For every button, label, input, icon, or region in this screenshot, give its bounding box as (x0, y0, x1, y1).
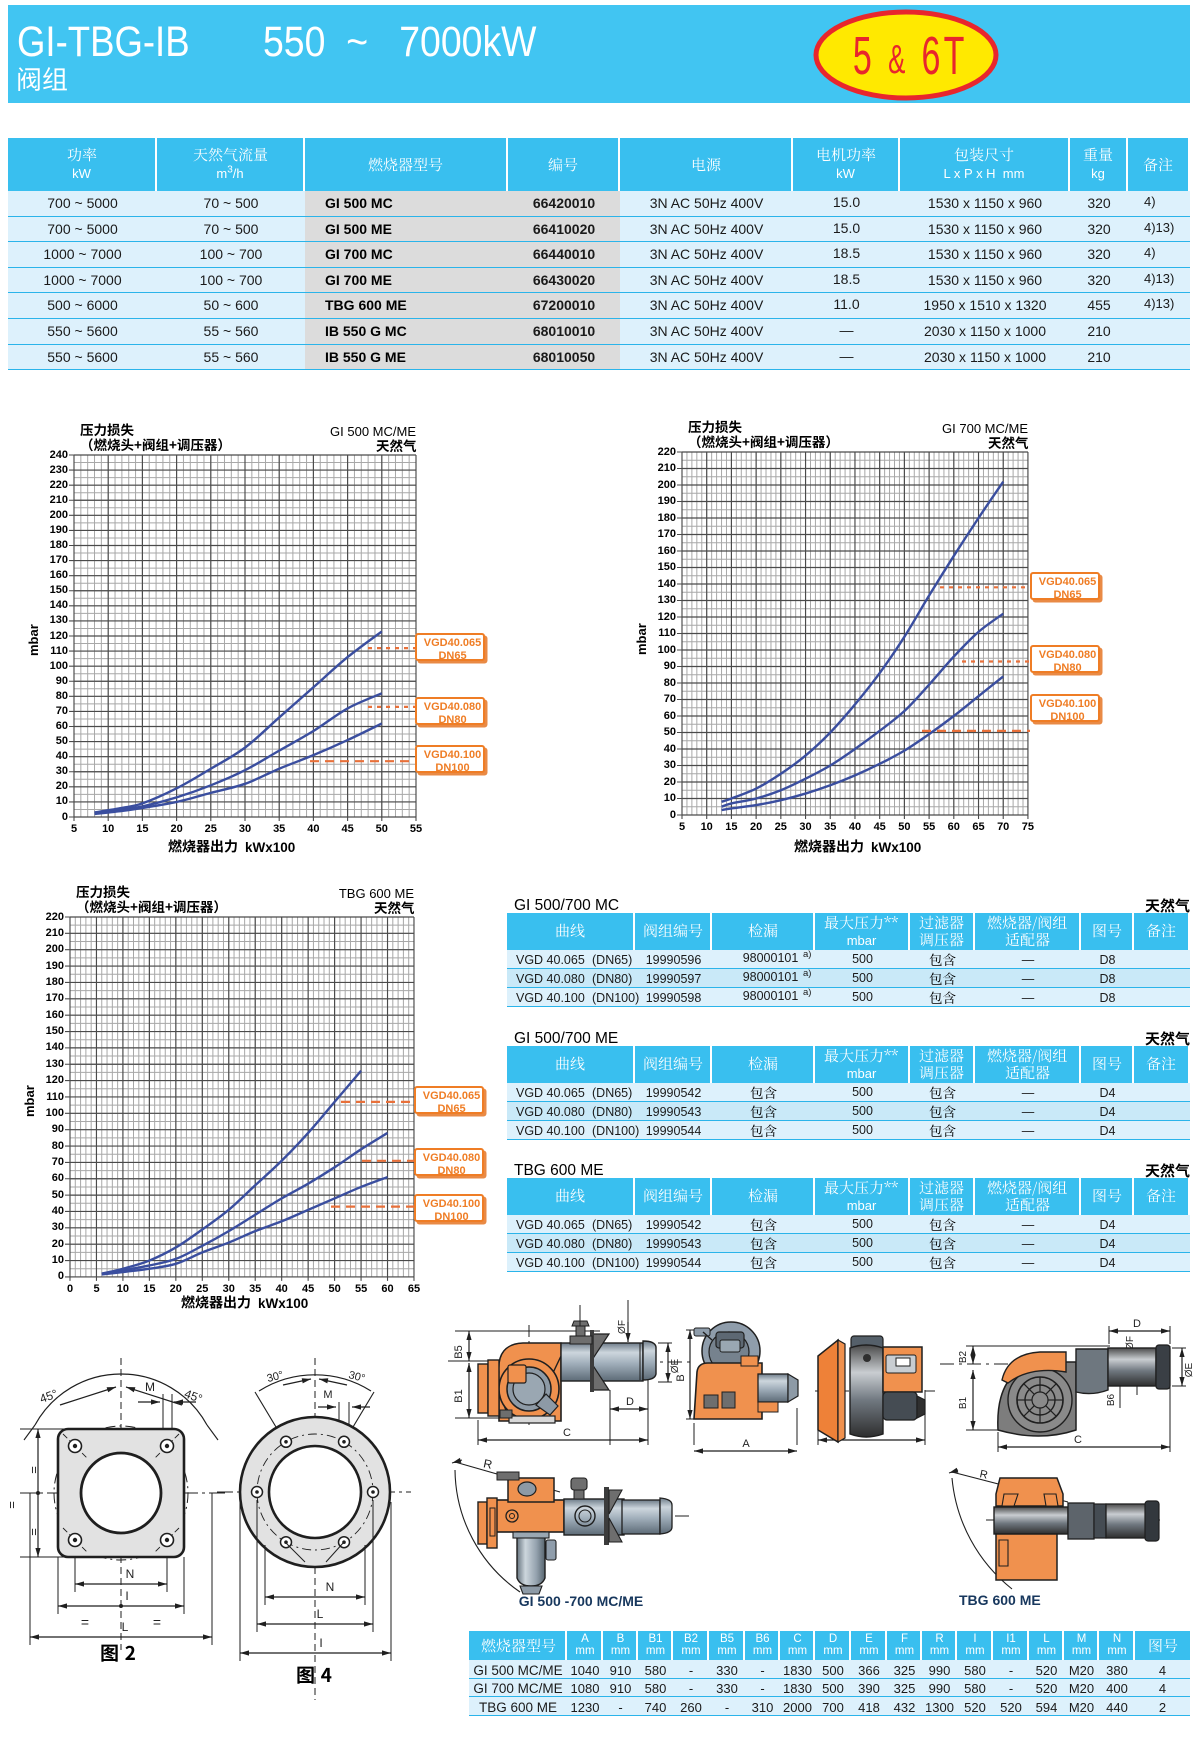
svg-text:30°: 30° (266, 1369, 285, 1385)
svg-text:N: N (126, 1567, 135, 1581)
svg-text:TBG 600 ME: TBG 600 ME (959, 1592, 1041, 1608)
svg-text:B1: B1 (958, 1396, 969, 1409)
svg-text:M: M (323, 1389, 332, 1401)
svg-text:=: = (26, 1466, 41, 1474)
svg-text:N: N (326, 1580, 335, 1594)
svg-text:30°: 30° (347, 1369, 366, 1385)
svg-text:C: C (563, 1427, 571, 1439)
svg-text:B1: B1 (453, 1389, 465, 1402)
svg-text:&: & (888, 37, 905, 82)
svg-text:B6: B6 (1106, 1393, 1117, 1406)
svg-text:I: I (319, 1636, 322, 1650)
svg-text:6T: 6T (922, 25, 968, 86)
svg-text:D: D (1133, 1318, 1141, 1330)
svg-text:B: B (675, 1374, 687, 1381)
svg-text:B5: B5 (453, 1345, 465, 1358)
svg-text:=: = (81, 1614, 89, 1630)
svg-text:B2: B2 (958, 1350, 969, 1363)
svg-text:C: C (1074, 1434, 1082, 1446)
svg-text:ØE: ØE (670, 1358, 681, 1373)
svg-text:ØE: ØE (1184, 1362, 1195, 1377)
svg-text:=: = (153, 1614, 161, 1630)
svg-text:R: R (482, 1456, 494, 1472)
svg-text:I: I (125, 1589, 128, 1603)
svg-text:5: 5 (853, 25, 872, 86)
svg-text:GI 500 -700 MC/ME: GI 500 -700 MC/ME (519, 1593, 644, 1609)
svg-text:45°: 45° (182, 1387, 204, 1406)
svg-text:=: = (4, 1501, 19, 1509)
svg-text:ØF: ØF (617, 1320, 628, 1334)
svg-text:L: L (122, 1620, 129, 1634)
svg-text:45°: 45° (38, 1386, 60, 1405)
svg-text:=: = (26, 1528, 41, 1536)
svg-text:ØF: ØF (1125, 1336, 1136, 1350)
svg-text:D: D (626, 1396, 634, 1408)
svg-text:M: M (145, 1380, 155, 1394)
svg-text:L: L (317, 1607, 324, 1621)
svg-text:R: R (978, 1468, 988, 1481)
svg-text:A: A (742, 1438, 750, 1450)
